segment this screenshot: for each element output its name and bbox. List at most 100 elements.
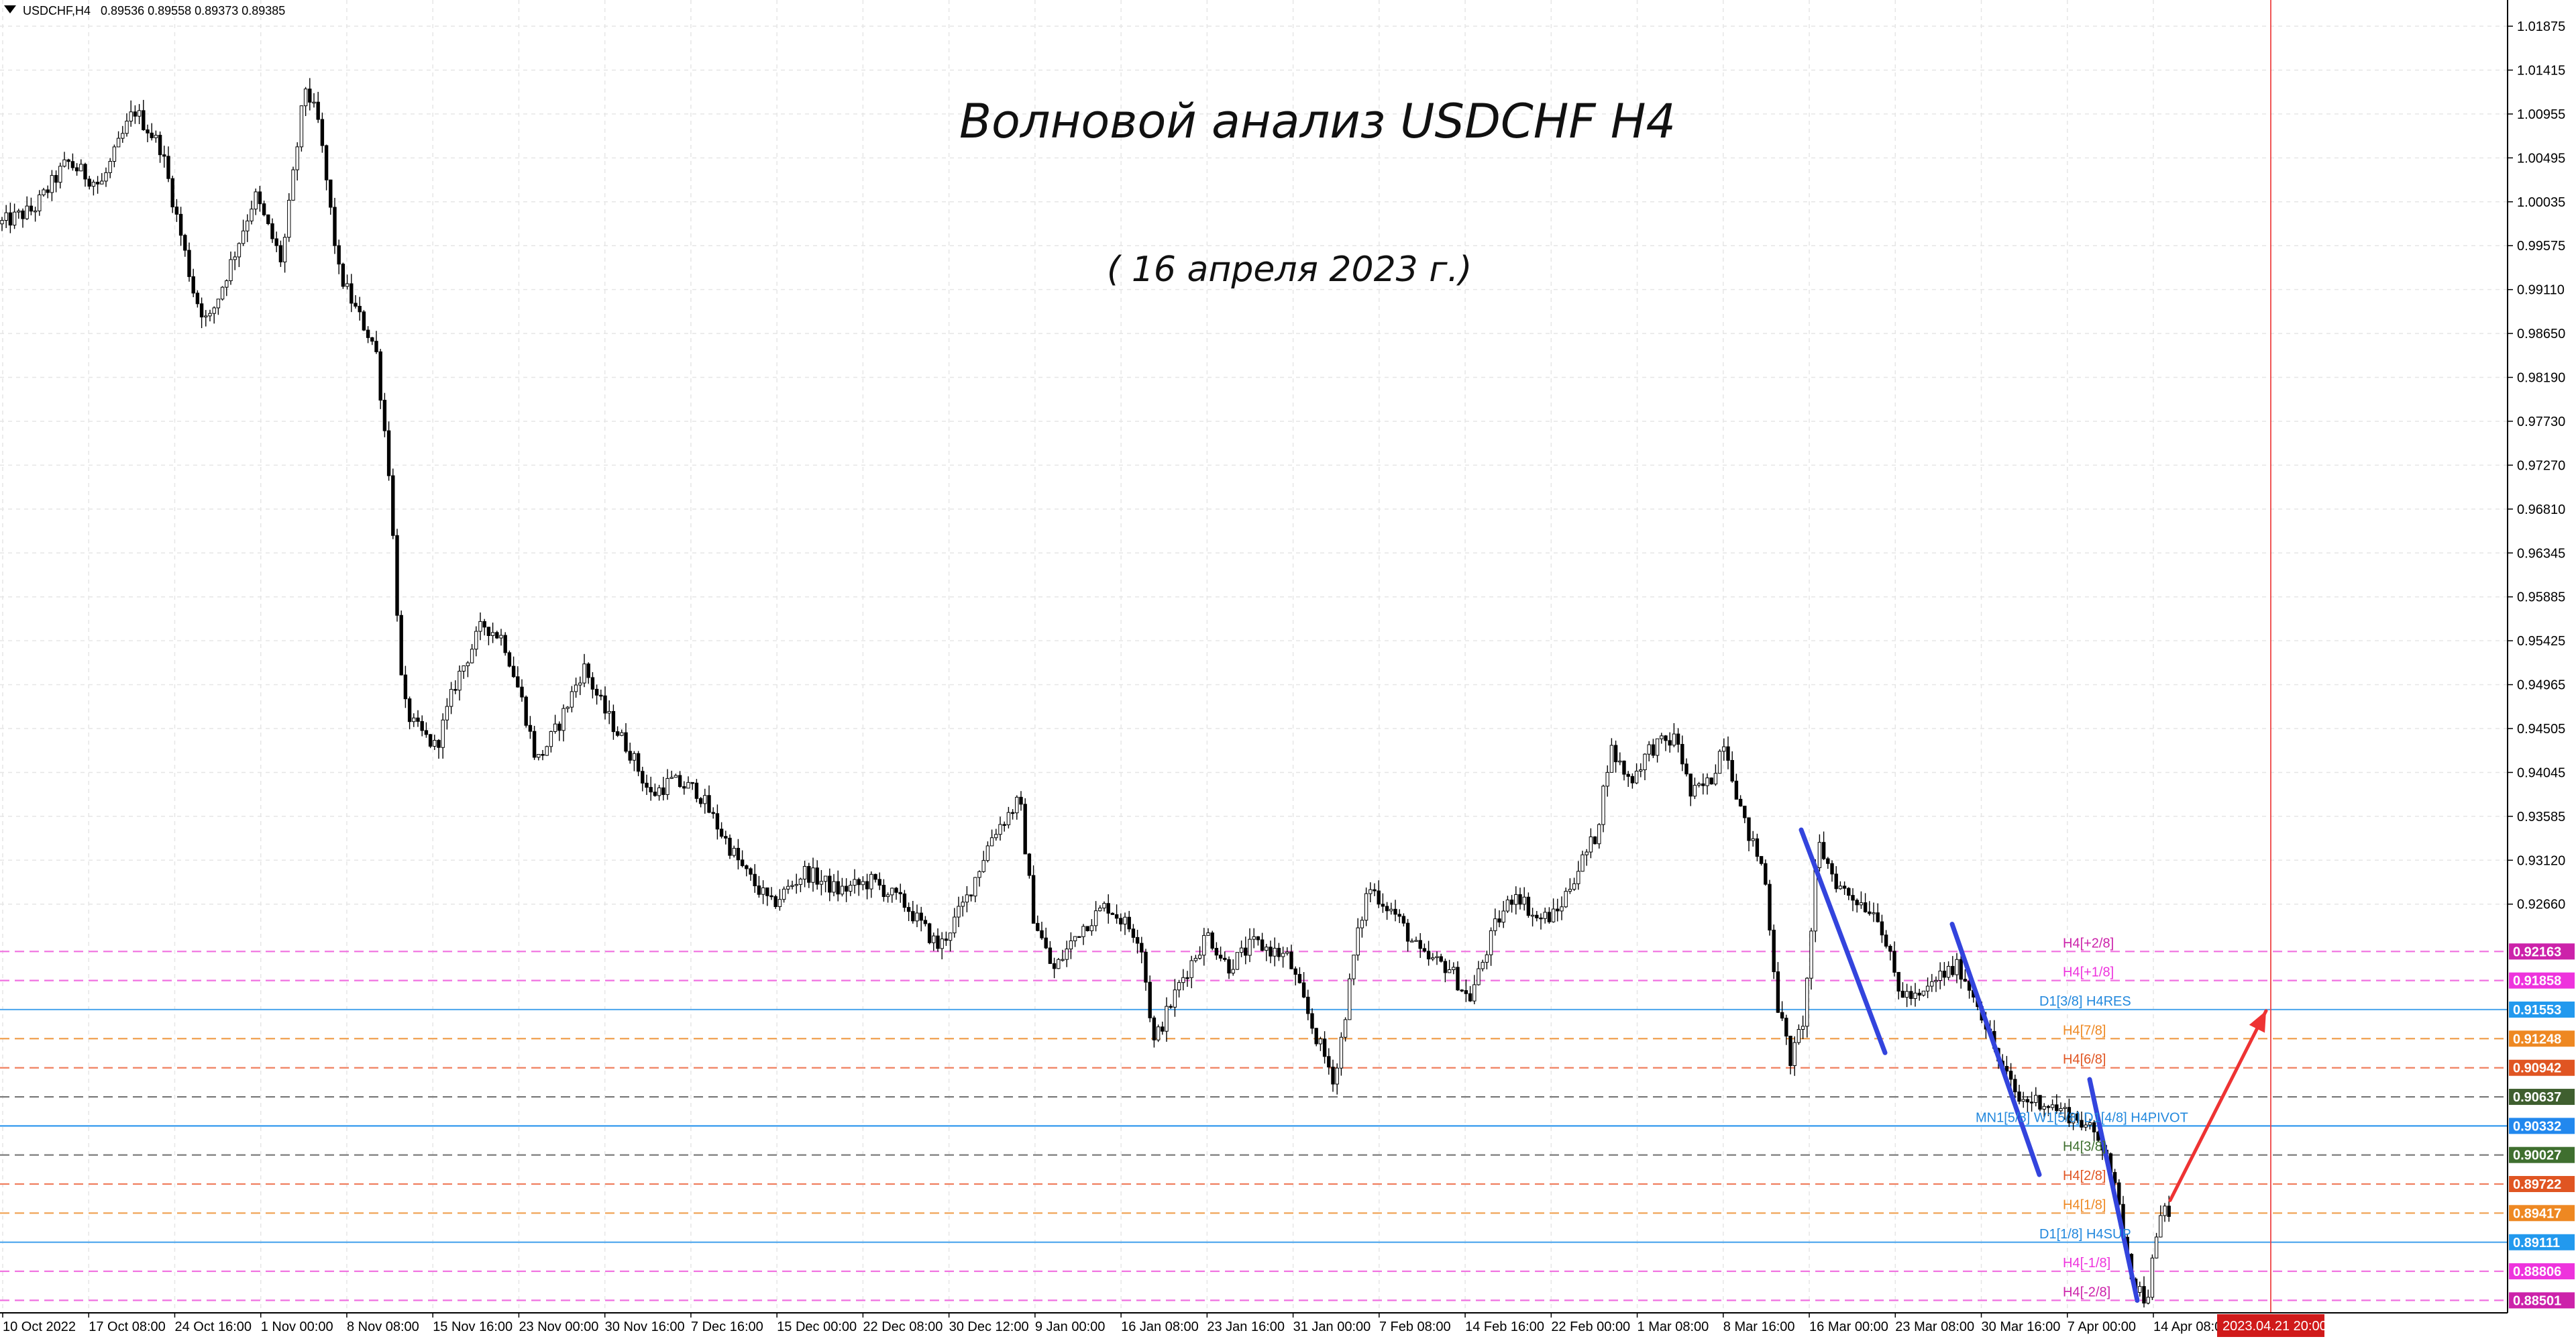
candle-body [1626, 773, 1630, 777]
level-label: H4[2/8] [2063, 1169, 2106, 1183]
candle-body [1955, 959, 1959, 975]
candle-body [137, 110, 142, 117]
price-tag-bg [2509, 1118, 2575, 1134]
candle-body [187, 250, 191, 277]
y-tick-label: 0.95885 [2517, 590, 2565, 605]
candle-body [1065, 949, 1069, 960]
price-tag-label: 0.91858 [2513, 974, 2561, 989]
candle-body [1052, 963, 1057, 969]
candle-body [4, 212, 8, 221]
candle-body [1630, 775, 1635, 784]
price-tag-label: 0.90942 [2513, 1061, 2561, 1076]
candle-body [1273, 947, 1277, 957]
candle-body [1934, 979, 1938, 982]
candle-body [407, 698, 412, 722]
candle-body [1227, 959, 1231, 974]
candle-body [142, 110, 146, 130]
candle-body [1660, 735, 1664, 739]
x-tick-label: 16 Mar 00:00 [1809, 1320, 1888, 1334]
level-label: MN1[5/8] W1[5/8] D1[4/8] H4PIVOT [1976, 1110, 2188, 1125]
candle-body [1069, 940, 1073, 950]
chart-header: USDCHF,H4 0.89536 0.89558 0.89373 0.8938… [23, 4, 285, 18]
candle-body [840, 886, 845, 895]
candle-body [641, 771, 645, 784]
candle-body [557, 723, 561, 731]
candle-body [1439, 956, 1443, 962]
candle-body [121, 133, 125, 139]
candle-body [79, 164, 83, 172]
candle-body [1343, 1019, 1348, 1038]
x-tick-label: 9 Jan 00:00 [1035, 1320, 1106, 1334]
candle-body [1185, 977, 1189, 979]
candle-body [499, 635, 503, 639]
candle-body [1252, 936, 1256, 940]
candle-body [204, 315, 208, 318]
candle-body [1140, 943, 1144, 953]
price-tag-label: 0.88501 [2513, 1293, 2561, 1308]
candle-body [1189, 960, 1193, 978]
candle-body [2004, 1066, 2009, 1072]
candle-body [740, 859, 745, 866]
candle-body [849, 885, 853, 892]
candle-body [1855, 900, 1859, 906]
candle-body [885, 894, 890, 898]
candle-body [162, 154, 166, 157]
candle-body [1909, 991, 1913, 999]
candle-body [1289, 951, 1293, 969]
candle-body [969, 894, 973, 897]
candle-body [1161, 1026, 1165, 1032]
candle-body [8, 212, 13, 226]
candle-body [566, 706, 570, 709]
candle-body [1385, 906, 1389, 912]
candle-body [894, 888, 898, 893]
candle-body [2059, 1108, 2063, 1112]
candle-body [553, 723, 557, 732]
candle-body [1348, 978, 1352, 1020]
candle-body [1426, 951, 1431, 960]
candle-body [1265, 947, 1269, 951]
candle-body [1701, 783, 1705, 786]
price-tag-label: 0.90637 [2513, 1090, 2561, 1105]
candle-body [2076, 1113, 2080, 1121]
candle-body [1165, 1006, 1169, 1032]
candle-body [1764, 863, 1768, 885]
candle-body [441, 719, 445, 748]
candle-body [977, 871, 981, 878]
candle-body [1772, 929, 1776, 973]
y-tick-label: 0.97730 [2517, 415, 2565, 429]
candle-body [478, 621, 482, 632]
candle-body [482, 621, 486, 628]
candle-body [537, 753, 541, 758]
candle-body [391, 475, 395, 536]
candle-body [324, 145, 329, 180]
price-tag-bg [2509, 1175, 2575, 1192]
candle-body [1098, 908, 1102, 912]
candle-body [1684, 763, 1688, 775]
x-tick-label: 30 Mar 16:00 [1982, 1320, 2061, 1334]
candle-body [100, 180, 104, 184]
level-label: H4[-2/8] [2063, 1285, 2110, 1299]
y-tick-label: 0.96345 [2517, 546, 2565, 561]
x-tick-label: 16 Jan 08:00 [1121, 1320, 1199, 1334]
price-tag-label: 0.90332 [2513, 1119, 2561, 1134]
chart-menu-icon[interactable] [4, 5, 16, 13]
candle-body [1526, 896, 1531, 916]
candle-body [1468, 993, 1472, 1002]
candle-body [146, 129, 150, 133]
candle-body [166, 156, 170, 179]
candle-body [337, 245, 341, 265]
candle-body [1169, 1006, 1173, 1008]
candle-body [524, 696, 528, 726]
candle-body [158, 135, 162, 156]
candle-body [1027, 853, 1032, 876]
candle-body [112, 146, 117, 162]
price-tag-bg [2509, 1146, 2575, 1163]
candle-body [466, 662, 470, 666]
time-highlight-label: 2023.04.21 20:00 [2222, 1319, 2327, 1334]
candle-body [707, 795, 711, 813]
candle-body [1460, 989, 1464, 992]
price-tag-label: 0.90027 [2513, 1148, 2561, 1163]
candle-body [844, 886, 849, 892]
candle-body [773, 896, 777, 908]
